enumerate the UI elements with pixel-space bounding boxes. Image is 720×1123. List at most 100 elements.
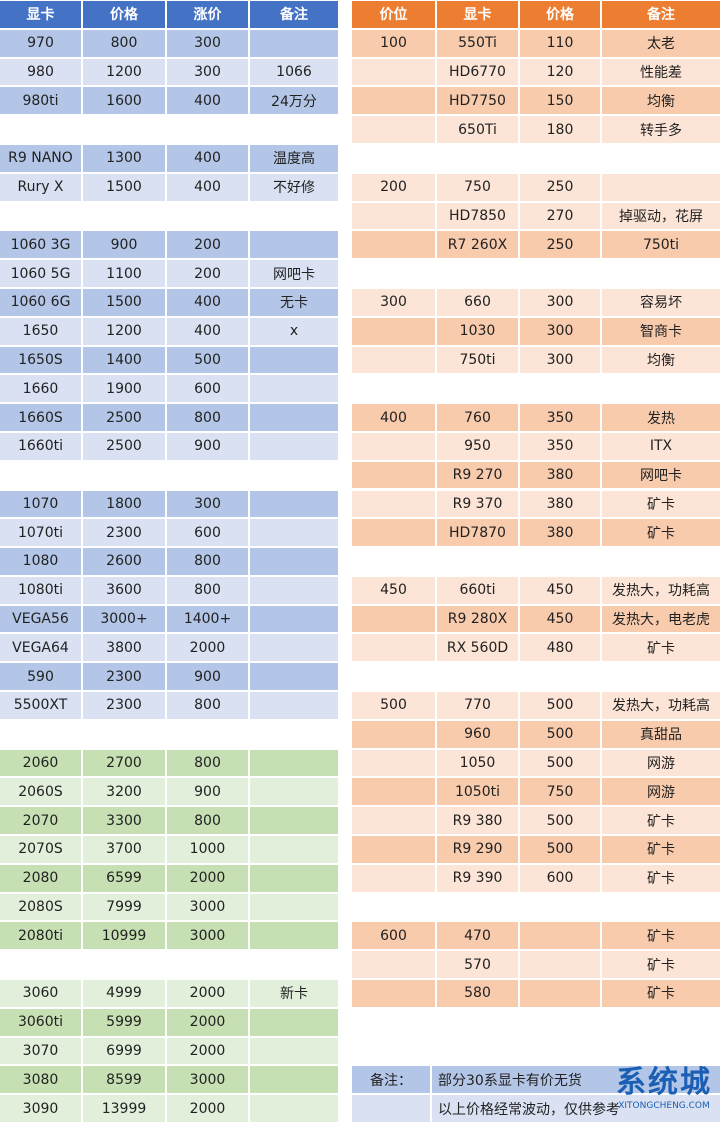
table-cell: 网吧卡 (250, 260, 338, 287)
table-cell: 3300 (83, 807, 165, 835)
table-cell: 13999 (83, 1095, 165, 1122)
table-cell: 发热大，电老虎 (602, 605, 720, 633)
table-cell (250, 375, 338, 403)
table-cell: 5999 (83, 1008, 165, 1036)
table-cell: 温度高 (250, 144, 338, 172)
table-cell: R9 370 (437, 490, 518, 518)
table-cell: Rury X (0, 173, 81, 201)
table-cell: 2300 (83, 519, 165, 547)
table-cell: 2500 (83, 404, 165, 431)
header-cell: 价位 (352, 1, 435, 28)
table-cell: 1900 (83, 375, 165, 403)
table-cell: 3700 (83, 836, 165, 863)
table-cell: 3060ti (0, 1008, 81, 1036)
table-cell: 400 (167, 173, 248, 201)
table-cell: 1100 (83, 260, 165, 287)
table-cell: 2300 (83, 663, 165, 691)
table-cell: 800 (167, 576, 248, 604)
table-cell: 800 (167, 404, 248, 431)
table-cell: 发热 (602, 404, 720, 431)
table-cell: 500 (520, 749, 600, 777)
table-cell: 容易坏 (602, 288, 720, 316)
note-text: 部分30系显卡有价无货 (432, 1066, 720, 1094)
table-cell: 发热大，功耗高 (602, 576, 720, 604)
table-cell: 1050 (437, 749, 518, 777)
table-cell: 10999 (83, 922, 165, 950)
table-cell: 970 (0, 29, 81, 57)
table-cell: 2000 (167, 980, 248, 1007)
header-cell: 备注 (250, 1, 338, 28)
table-cell: 150 (520, 87, 600, 115)
table-cell: R9 380 (437, 807, 518, 835)
table-cell: 770 (437, 692, 518, 719)
table-cell (352, 346, 435, 374)
table-cell (352, 864, 435, 892)
table-cell: VEGA64 (0, 634, 81, 662)
table-cell (250, 778, 338, 806)
table-cell: 3600 (83, 576, 165, 604)
table-cell: 800 (167, 807, 248, 835)
table-cell: 2000 (167, 634, 248, 662)
table-cell: 矿卡 (602, 519, 720, 547)
table-cell: 590 (0, 663, 81, 691)
table-cell: VEGA56 (0, 605, 81, 633)
table-cell: 570 (437, 951, 518, 978)
table-cell: 1070ti (0, 519, 81, 547)
table-cell (352, 951, 435, 978)
table-cell: 1660ti (0, 432, 81, 460)
table-cell: ITX (602, 432, 720, 460)
table-cell: 转手多 (602, 116, 720, 143)
table-cell (602, 173, 720, 201)
table-cell: 1000 (167, 836, 248, 863)
watermark: 系统城 XITONGCHENG.COM (616, 1057, 712, 1111)
table-cell: 3080 (0, 1066, 81, 1094)
table-cell: 3000 (167, 1066, 248, 1094)
table-cell (352, 202, 435, 230)
table-cell: 300 (167, 29, 248, 57)
table-cell: 性能差 (602, 58, 720, 86)
table-cell (250, 1095, 338, 1122)
table-cell: 矿卡 (602, 980, 720, 1007)
table-cell (352, 490, 435, 518)
table-cell: R9 NANO (0, 144, 81, 172)
note-label (352, 1095, 430, 1122)
table-cell: 400 (167, 144, 248, 172)
table-cell: 500 (520, 720, 600, 748)
table-cell: 750 (520, 778, 600, 806)
table-cell: 470 (437, 922, 518, 950)
table-cell: 300 (520, 317, 600, 345)
table-cell (352, 605, 435, 633)
table-cell: 2600 (83, 548, 165, 575)
table-cell: 750ti (602, 231, 720, 259)
table-cell: 350 (520, 432, 600, 460)
table-cell: 380 (520, 519, 600, 547)
table-cell (250, 519, 338, 547)
table-cell: 300 (352, 288, 435, 316)
table-cell: 发热大，功耗高 (602, 692, 720, 719)
header-cell: 备注 (602, 1, 720, 28)
table-cell (352, 87, 435, 115)
table-cell: 2000 (167, 1095, 248, 1122)
table-cell: 网吧卡 (602, 461, 720, 489)
table-cell: HD7750 (437, 87, 518, 115)
table-cell: 7999 (83, 893, 165, 921)
table-cell: 400 (352, 404, 435, 431)
table-cell: 380 (520, 490, 600, 518)
table-cell: 800 (167, 749, 248, 777)
table-cell: 450 (352, 576, 435, 604)
table-cell: 3000+ (83, 605, 165, 633)
table-cell: 矿卡 (602, 490, 720, 518)
table-cell: 100 (352, 29, 435, 57)
table-cell: 660ti (437, 576, 518, 604)
table-cell (250, 864, 338, 892)
table-cell: 5500XT (0, 692, 81, 719)
table-cell: 300 (520, 346, 600, 374)
table-cell: 200 (167, 231, 248, 259)
table-cell: 400 (167, 317, 248, 345)
table-cell: 900 (83, 231, 165, 259)
table-cell: 2300 (83, 692, 165, 719)
table-cell: 1500 (83, 288, 165, 316)
table-cell (250, 404, 338, 431)
table-cell (250, 836, 338, 863)
table-cell: 600 (520, 864, 600, 892)
